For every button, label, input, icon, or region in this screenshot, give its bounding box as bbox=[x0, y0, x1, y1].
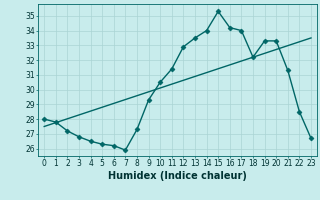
X-axis label: Humidex (Indice chaleur): Humidex (Indice chaleur) bbox=[108, 171, 247, 181]
